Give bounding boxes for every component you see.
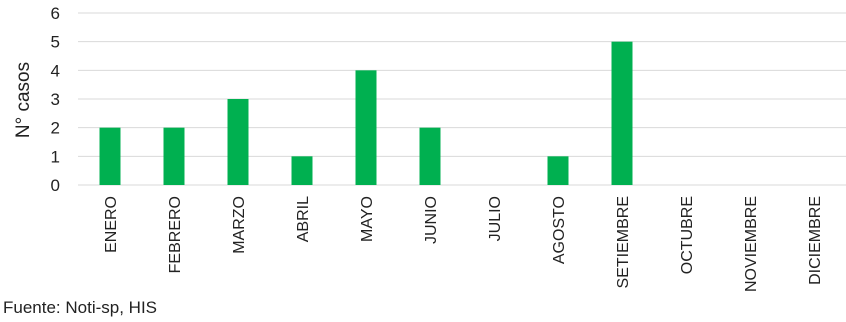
y-axis-label: N° casos (13, 62, 34, 138)
x-category-label: ENERO (103, 196, 120, 253)
bar (547, 156, 569, 185)
bars (99, 41, 633, 185)
bar (227, 99, 249, 185)
x-category-label: DICIEMBRE (807, 196, 824, 285)
gridlines (78, 12, 846, 186)
y-tick-label: 6 (51, 4, 60, 23)
source-note: Fuente: Noti-sp, HIS (3, 298, 158, 317)
x-category-label: JULIO (487, 196, 504, 241)
bar (611, 41, 633, 185)
y-tick-label: 0 (51, 176, 60, 195)
y-tick-label: 5 (51, 33, 60, 52)
y-tick-label: 1 (51, 147, 60, 166)
bar (419, 127, 441, 185)
x-category-label: ABRIL (295, 196, 312, 242)
y-tick-label: 3 (51, 90, 60, 109)
x-category-label: NOVIEMBRE (743, 196, 760, 292)
y-tick-label: 4 (51, 61, 60, 80)
x-category-label: MAYO (359, 196, 376, 242)
x-category-label: FEBRERO (167, 196, 184, 273)
x-category-label: MARZO (231, 196, 248, 254)
y-tick-labels: 0 1 2 3 4 5 6 (51, 4, 60, 195)
y-tick-label: 2 (51, 119, 60, 138)
bar (291, 156, 313, 185)
x-category-label: JUNIO (423, 196, 440, 244)
x-category-label: AGOSTO (551, 196, 568, 264)
x-category-label: OCTUBRE (679, 196, 696, 274)
bar (163, 127, 185, 185)
bar (99, 127, 121, 185)
x-category-label: SETIEMBRE (615, 196, 632, 288)
x-category-labels: ENERO FEBRERO MARZO ABRIL MAYO JUNIO JULIO AGOS… (103, 196, 824, 292)
bar (355, 70, 377, 185)
